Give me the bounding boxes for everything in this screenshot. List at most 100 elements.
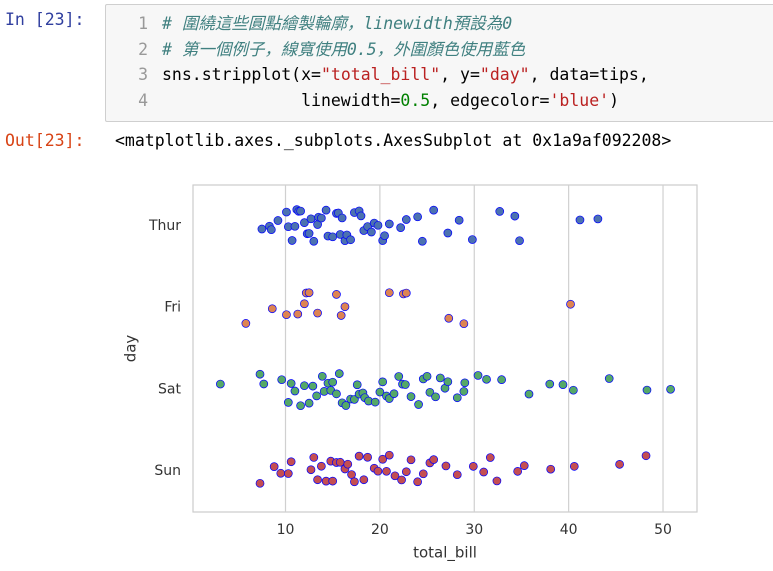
strip-point [524, 389, 534, 399]
strip-point [443, 228, 453, 238]
line-numbers: 1 2 3 4 [128, 11, 148, 113]
strip-point [293, 309, 303, 319]
strip-point [459, 319, 469, 329]
x-tick-label: 20 [371, 522, 389, 538]
strip-point [317, 213, 326, 223]
code-token: "total_bill" [320, 65, 441, 84]
code-token: , data=tips, [529, 65, 649, 84]
strip-point [283, 398, 293, 407]
strip-point [569, 385, 578, 395]
strip-point [422, 371, 432, 381]
strip-point [277, 375, 287, 385]
x-tick-label: 10 [277, 522, 295, 538]
strip-point [273, 216, 283, 225]
strip-point [340, 302, 350, 312]
strip-point [354, 451, 364, 461]
code-token: 0.5 [400, 90, 431, 110]
strip-point [313, 308, 322, 318]
strip-point [309, 453, 319, 462]
strip-point [373, 220, 383, 230]
strip-point [332, 389, 341, 399]
code-token: sns.stripplot(x= [162, 65, 321, 84]
plot-frame [192, 184, 698, 513]
strip-point [429, 455, 439, 464]
strip-point [300, 299, 309, 309]
strip-point [641, 451, 651, 461]
strip-point [401, 380, 410, 389]
strip-point [286, 379, 296, 388]
code-cell[interactable]: 1 2 3 4 # 圍繞這些圓點繪製輪廓，linewidth預設為0 # 第一個例子，線… [105, 4, 773, 122]
strip-point [378, 377, 388, 387]
strip-point [321, 205, 331, 215]
strip-point [352, 380, 362, 390]
strip-point [519, 461, 529, 470]
strip-point [384, 288, 394, 298]
strip-point [306, 465, 316, 475]
strip-point [282, 207, 291, 217]
strip-point [435, 373, 445, 383]
strip-point [397, 475, 406, 485]
code-line: # 圍繞這些圓點繪製輪廓，linewidth預設為0 [162, 11, 649, 37]
code-token: # 第一個例子，線寬使用0.5，外圍顏色使用藍色 [162, 39, 526, 59]
code-line: sns.stripplot(x="total_bill", y="day", d… [162, 62, 649, 88]
x-tick-label: 50 [654, 522, 672, 538]
strip-point [373, 466, 383, 476]
strip-point [317, 461, 326, 471]
y-tick-label: Sun [154, 463, 181, 479]
strip-point [558, 380, 568, 389]
strip-point [406, 392, 416, 401]
strip-point [308, 381, 318, 391]
code-token: , edgecolor= [430, 90, 550, 110]
strip-point [257, 224, 267, 234]
strip-point [417, 236, 427, 246]
strip-point [306, 214, 316, 224]
code-token: linewidth= [162, 90, 401, 110]
strip-point [452, 470, 462, 480]
strip-point [443, 377, 453, 387]
strip-point [304, 398, 314, 408]
strip-point [513, 466, 523, 476]
strip-point [313, 475, 322, 485]
strip-point [406, 455, 416, 465]
strip-point [482, 374, 491, 384]
strip-point [413, 212, 422, 222]
strip-point [413, 477, 422, 487]
strip-point [296, 206, 305, 216]
strip-point [259, 379, 269, 389]
strip-point [276, 468, 286, 478]
strip-point [396, 223, 405, 232]
y-axis-label: day [122, 335, 140, 363]
strip-point [336, 311, 346, 320]
strip-point [389, 389, 399, 399]
strip-point [216, 379, 225, 389]
strip-point [615, 460, 624, 469]
strip-point [304, 288, 314, 298]
strip-point [317, 371, 327, 381]
strip-point [343, 459, 353, 469]
x-tick-label: 40 [560, 522, 578, 538]
strip-point [287, 236, 297, 245]
strip-point [485, 453, 495, 462]
code-token: "day" [479, 65, 530, 84]
strip-point [255, 478, 265, 488]
strip-point [356, 211, 366, 221]
strip-point [394, 372, 404, 381]
strip-point [337, 213, 347, 223]
code-lines: # 圍繞這些圓點繪製輪廓，linewidth預設為0 # 第一個例子，線寬使用0.… [162, 11, 649, 113]
code-token: # 圍繞這些圓點繪製輪廓，linewidth預設為0 [162, 14, 513, 33]
strip-point [359, 475, 369, 485]
strip-point [401, 288, 411, 298]
strip-point [479, 467, 489, 477]
strip-point [347, 470, 356, 479]
strip-point [444, 313, 454, 323]
strip-point [593, 214, 603, 224]
strip-point [296, 401, 305, 411]
strip-point [546, 464, 556, 474]
strip-point [510, 211, 520, 221]
strip-point [545, 379, 555, 389]
code-token: 'blue' [549, 90, 610, 110]
strip-point [495, 207, 505, 216]
strip-point [575, 215, 585, 225]
strip-point [266, 225, 276, 235]
output-prompt: Out[23]: [5, 131, 85, 150]
